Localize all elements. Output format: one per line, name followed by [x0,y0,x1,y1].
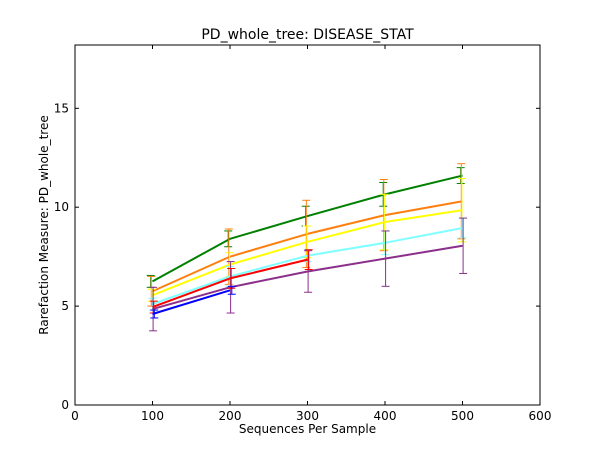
y-tick-label: 0 [61,398,69,412]
series-5 [149,217,468,332]
y-axis-label: Rarefaction Measure: PD_whole_tree [37,115,51,334]
series-2 [147,163,466,307]
series-layer [146,163,468,332]
y-tick-label: 5 [61,299,69,313]
series-7 [150,285,236,319]
y-tick-label: 10 [54,200,69,214]
x-tick-label: 0 [71,409,79,423]
chart-title: PD_whole_tree: DISEASE_STAT [201,27,414,43]
tick-layer: 0 100 200 300 400 500 600 0 5 10 15 [54,45,552,423]
series-line [152,244,463,311]
series-line [152,209,463,297]
x-tick-label: 500 [451,409,474,423]
series-3 [147,178,466,302]
series-6 [149,249,313,314]
series-line [152,258,308,309]
series-line [152,174,463,283]
y-tick-label: 15 [54,101,69,115]
series-line [152,226,463,306]
x-tick-label: 600 [529,409,552,423]
series-line [152,200,463,293]
series-4 [148,217,467,311]
x-tick-label: 400 [374,409,397,423]
plot-area [75,45,540,405]
x-tick-label: 200 [219,409,242,423]
series-line [152,289,231,315]
x-tick-label: 100 [141,409,164,423]
x-tick-label: 300 [296,409,319,423]
plot-frame [74,44,541,406]
x-axis-label: Sequences Per Sample [239,422,376,436]
